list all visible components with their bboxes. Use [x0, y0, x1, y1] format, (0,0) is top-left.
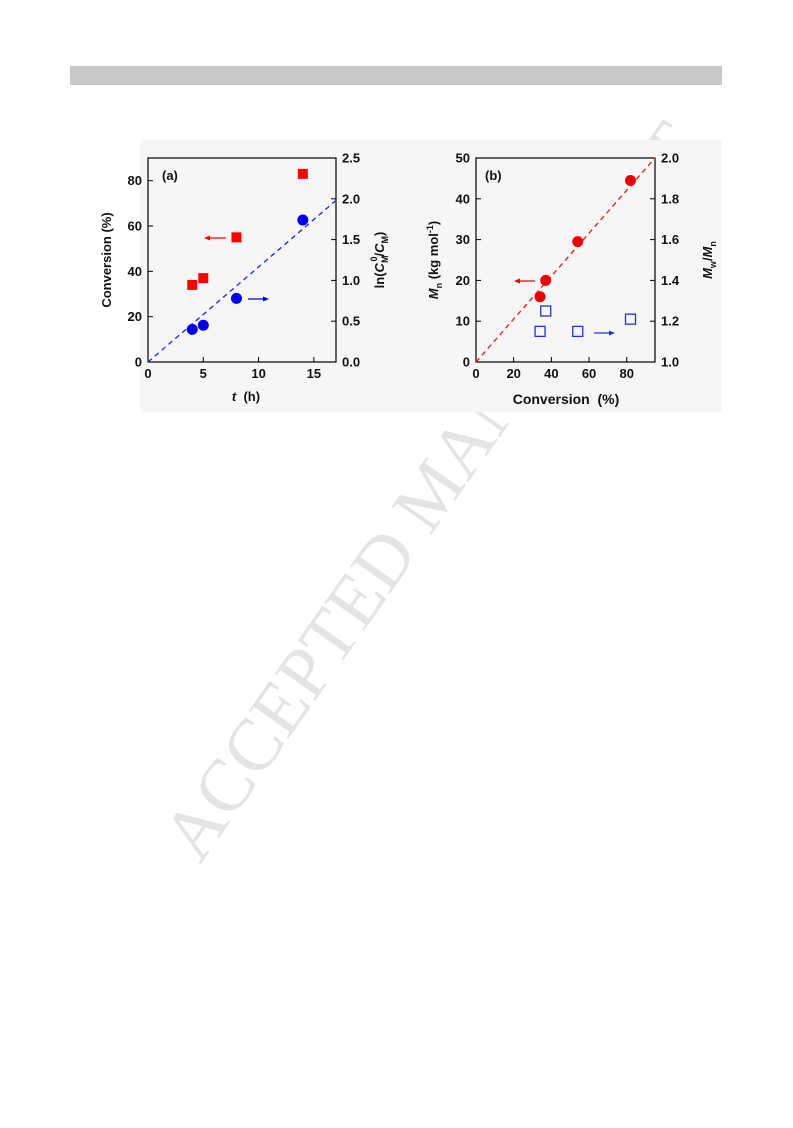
y2-tick-label: 2.0: [342, 191, 360, 206]
y2-tick-label: 0.0: [342, 355, 360, 370]
label-part: M: [426, 287, 441, 299]
label-part: (kg mol: [426, 233, 441, 283]
x-tick-label: 15: [307, 366, 321, 381]
y2-tick-label: 1.5: [342, 232, 360, 247]
label-part: C: [372, 262, 387, 272]
y2-axis-label: ln(CM0/CM): [369, 232, 390, 289]
y-tick-label: 80: [128, 173, 142, 188]
y-axis-label: Conversion (%): [99, 212, 114, 307]
point: [624, 313, 637, 325]
label-part: n: [434, 283, 444, 289]
point: [187, 279, 198, 290]
point: [534, 325, 546, 338]
label-part: n: [708, 241, 718, 247]
y-tick-label: 40: [128, 264, 142, 279]
label-part: C: [372, 243, 387, 253]
point: [297, 168, 308, 179]
y2-tick-label: 1.6: [661, 232, 679, 247]
y2-tick-label: 1.8: [661, 191, 679, 206]
point: [186, 323, 198, 335]
x-axis-label: Conversion (%): [513, 391, 620, 407]
arrow: [594, 330, 615, 336]
point: [540, 305, 552, 317]
y-tick-label: 40: [456, 191, 470, 206]
label-part: M: [700, 267, 715, 279]
label-part: t: [232, 389, 237, 404]
arrow: [514, 278, 535, 284]
label-part: -1: [425, 225, 435, 233]
y2-tick-label: 1.0: [342, 273, 360, 288]
arrow: [248, 296, 269, 302]
x-tick-label: 0: [472, 366, 479, 381]
y2-tick-label: 0.5: [342, 314, 360, 329]
x-axis-label: t (h): [232, 389, 260, 404]
y-axis-label: Mn (kg mol-1): [425, 221, 444, 300]
label-part: ln(: [372, 272, 387, 289]
y2-tick-label: 2.5: [342, 151, 360, 166]
x-tick-label: 40: [544, 366, 558, 381]
panel-label: (a): [162, 168, 178, 183]
label-part: w: [708, 260, 718, 269]
label-part: M: [380, 256, 390, 264]
y-tick-label: 60: [128, 219, 142, 234]
fit-line: [475, 157, 656, 363]
label-part: 0: [369, 257, 379, 262]
point: [572, 236, 584, 248]
label-part: (h): [236, 389, 260, 404]
y-tick-label: 50: [456, 151, 470, 166]
point: [230, 292, 242, 304]
panel-label: (b): [485, 168, 502, 183]
x-tick-label: 80: [620, 366, 634, 381]
label-part: ): [372, 232, 387, 236]
y-tick-label: 20: [128, 309, 142, 324]
plot-frame: [147, 157, 337, 363]
y-tick-label: 20: [456, 273, 470, 288]
point: [198, 273, 209, 284]
y-tick-label: 10: [456, 314, 470, 329]
y2-tick-label: 1.4: [661, 273, 680, 288]
y-tick-label: 0: [135, 355, 142, 370]
point: [572, 325, 584, 338]
plot-frame: [475, 157, 656, 363]
header-bar: [70, 66, 722, 85]
chart-a: (a) t (h) Conversion (%) ln(CM0/CM) 0 5 10…: [99, 151, 390, 405]
x-tick-label: 0: [144, 366, 151, 381]
label-part: M: [380, 236, 390, 244]
label-part: /: [700, 257, 715, 261]
arrow: [204, 235, 226, 241]
x-tick-label: 5: [200, 366, 207, 381]
point: [625, 174, 637, 186]
label-part: /: [372, 253, 387, 257]
label-part: ): [426, 221, 441, 225]
x-tick-label: 60: [582, 366, 596, 381]
y2-tick-label: 1.0: [661, 355, 679, 370]
point: [540, 274, 552, 286]
x-tick-label: 10: [251, 366, 265, 381]
label-part: M: [700, 245, 715, 257]
y2-tick-label: 2.0: [661, 151, 679, 166]
y-tick-label: 30: [456, 232, 470, 247]
x-tick-label: 20: [506, 366, 520, 381]
point: [534, 291, 546, 303]
point: [231, 232, 242, 243]
y2-axis-label: Mw/Mn: [700, 241, 718, 279]
chart-b: (b) Conversion (%) Mn (kg mol-1) Mw/Mn 0…: [425, 151, 718, 408]
point: [297, 214, 309, 226]
figure-background: [140, 140, 722, 412]
y2-tick-label: 1.2: [661, 314, 679, 329]
point: [197, 319, 209, 331]
y-tick-label: 0: [463, 355, 470, 370]
